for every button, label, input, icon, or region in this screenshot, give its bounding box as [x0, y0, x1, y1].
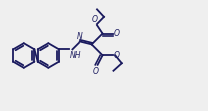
- Text: O: O: [93, 67, 99, 76]
- Text: O: O: [114, 29, 120, 38]
- Text: O: O: [114, 51, 120, 60]
- Text: N: N: [77, 32, 83, 41]
- Text: O: O: [92, 15, 98, 24]
- Text: NH: NH: [70, 51, 81, 60]
